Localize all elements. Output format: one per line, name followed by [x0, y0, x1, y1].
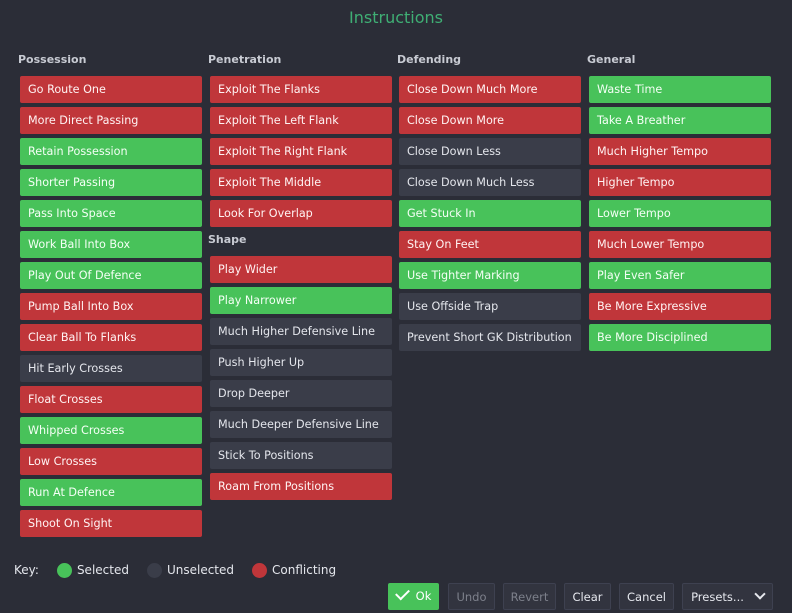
checkmark-icon: [394, 585, 410, 601]
instruction-play-narrower-button[interactable]: Play Narrower: [210, 287, 392, 314]
legend-unselected-label: Unselected: [166, 563, 235, 577]
instruction-run-at-defence-button[interactable]: Run At Defence: [20, 479, 202, 506]
instruction-exploit-the-right-flank-button[interactable]: Exploit The Right Flank: [210, 138, 392, 165]
instruction-work-ball-into-box-button[interactable]: Work Ball Into Box: [20, 231, 202, 258]
instruction-close-down-much-less-button[interactable]: Close Down Much Less: [399, 169, 581, 196]
instruction-float-crosses-button[interactable]: Float Crosses: [20, 386, 202, 413]
instruction-push-higher-up-button[interactable]: Push Higher Up: [210, 349, 392, 376]
instruction-close-down-more-button[interactable]: Close Down More: [399, 107, 581, 134]
legend-unselected: Unselected: [146, 562, 235, 578]
presets-dropdown[interactable]: Presets...: [682, 583, 773, 610]
instruction-be-more-expressive-button[interactable]: Be More Expressive: [589, 293, 771, 320]
instruction-higher-tempo-button[interactable]: Higher Tempo: [589, 169, 771, 196]
instruction-play-even-safer-button[interactable]: Play Even Safer: [589, 262, 771, 289]
legend-selected: Selected: [56, 562, 129, 578]
instruction-much-higher-defensive-line-button[interactable]: Much Higher Defensive Line: [210, 318, 392, 345]
conflicting-dot-icon: [252, 562, 268, 578]
presets-dropdown-label: Presets...: [691, 590, 744, 604]
instruction-prevent-short-gk-distribution-button[interactable]: Prevent Short GK Distribution: [399, 324, 581, 351]
instruction-more-direct-passing-button[interactable]: More Direct Passing: [20, 107, 202, 134]
instruction-pump-ball-into-box-button[interactable]: Pump Ball Into Box: [20, 293, 202, 320]
instruction-much-lower-tempo-button[interactable]: Much Lower Tempo: [589, 231, 771, 258]
instruction-retain-possession-button[interactable]: Retain Possession: [20, 138, 202, 165]
instruction-list: Waste Time Take A Breather Much Higher Tem…: [589, 76, 771, 351]
cancel-button-label: Cancel: [627, 590, 666, 604]
instruction-stick-to-positions-button[interactable]: Stick To Positions: [210, 442, 392, 469]
legend-label: Key:: [14, 563, 39, 577]
clear-button-label: Clear: [572, 590, 603, 604]
instruction-list: Exploit The Flanks Exploit The Left Flank…: [210, 76, 392, 227]
legend: Key: Selected Unselected Conflicting: [14, 562, 354, 578]
instruction-much-deeper-defensive-line-button[interactable]: Much Deeper Defensive Line: [210, 411, 392, 438]
column-header: General: [587, 53, 636, 66]
column-header: Defending: [397, 53, 462, 66]
instruction-be-more-disciplined-button[interactable]: Be More Disciplined: [589, 324, 771, 351]
cancel-button[interactable]: Cancel: [619, 583, 674, 610]
unselected-dot-icon: [146, 562, 162, 578]
dialog-title: Instructions: [349, 8, 443, 27]
instruction-use-tighter-marking-button[interactable]: Use Tighter Marking: [399, 262, 581, 289]
instruction-list: Go Route One More Direct Passing Retain Po…: [20, 76, 202, 537]
instruction-low-crosses-button[interactable]: Low Crosses: [20, 448, 202, 475]
ok-button-label: Ok: [415, 589, 432, 603]
instruction-exploit-the-middle-button[interactable]: Exploit The Middle: [210, 169, 392, 196]
instruction-look-for-overlap-button[interactable]: Look For Overlap: [210, 200, 392, 227]
column-possession: Possession Go Route One More Direct Passi…: [18, 52, 202, 541]
instruction-shoot-on-sight-button[interactable]: Shoot On Sight: [20, 510, 202, 537]
instruction-much-higher-tempo-button[interactable]: Much Higher Tempo: [589, 138, 771, 165]
column-header: Penetration: [208, 53, 282, 66]
chevron-down-icon: [754, 588, 766, 600]
instruction-shorter-passing-button[interactable]: Shorter Passing: [20, 169, 202, 196]
clear-button[interactable]: Clear: [564, 583, 611, 610]
legend-conflicting: Conflicting: [252, 562, 337, 578]
instruction-list: Close Down Much More Close Down More Close…: [399, 76, 581, 351]
undo-button[interactable]: Undo: [448, 583, 495, 610]
instruction-get-stuck-in-button[interactable]: Get Stuck In: [399, 200, 581, 227]
instruction-exploit-the-flanks-button[interactable]: Exploit The Flanks: [210, 76, 392, 103]
section-header-shape: Shape: [208, 233, 247, 246]
instruction-use-offside-trap-button[interactable]: Use Offside Trap: [399, 293, 581, 320]
instruction-pass-into-space-button[interactable]: Pass Into Space: [20, 200, 202, 227]
instruction-go-route-one-button[interactable]: Go Route One: [20, 76, 202, 103]
instruction-lower-tempo-button[interactable]: Lower Tempo: [589, 200, 771, 227]
instruction-close-down-much-more-button[interactable]: Close Down Much More: [399, 76, 581, 103]
instruction-roam-from-positions-button[interactable]: Roam From Positions: [210, 473, 392, 500]
revert-button-label: Revert: [510, 590, 549, 604]
selected-dot-icon: [56, 562, 72, 578]
instruction-hit-early-crosses-button[interactable]: Hit Early Crosses: [20, 355, 202, 382]
column-penetration: Penetration Exploit The Flanks Exploit Th…: [208, 52, 392, 504]
instruction-stay-on-feet-button[interactable]: Stay On Feet: [399, 231, 581, 258]
column-defending: Defending Close Down Much More Close Down…: [397, 52, 581, 355]
instruction-clear-ball-to-flanks-button[interactable]: Clear Ball To Flanks: [20, 324, 202, 351]
instruction-take-a-breather-button[interactable]: Take A Breather: [589, 107, 771, 134]
ok-button[interactable]: Ok: [388, 583, 439, 610]
undo-button-label: Undo: [456, 590, 487, 604]
column-header: Possession: [18, 53, 87, 66]
instruction-waste-time-button[interactable]: Waste Time: [589, 76, 771, 103]
legend-conflicting-label: Conflicting: [272, 563, 337, 577]
column-general: General Waste Time Take A Breather Much Hi…: [587, 52, 771, 355]
instruction-close-down-less-button[interactable]: Close Down Less: [399, 138, 581, 165]
instruction-whipped-crosses-button[interactable]: Whipped Crosses: [20, 417, 202, 444]
instruction-exploit-the-left-flank-button[interactable]: Exploit The Left Flank: [210, 107, 392, 134]
instruction-play-wider-button[interactable]: Play Wider: [210, 256, 392, 283]
instruction-list: Play Wider Play Narrower Much Higher Defen…: [210, 256, 392, 500]
instruction-play-out-of-defence-button[interactable]: Play Out Of Defence: [20, 262, 202, 289]
instruction-drop-deeper-button[interactable]: Drop Deeper: [210, 380, 392, 407]
legend-selected-label: Selected: [76, 563, 129, 577]
revert-button[interactable]: Revert: [503, 583, 556, 610]
